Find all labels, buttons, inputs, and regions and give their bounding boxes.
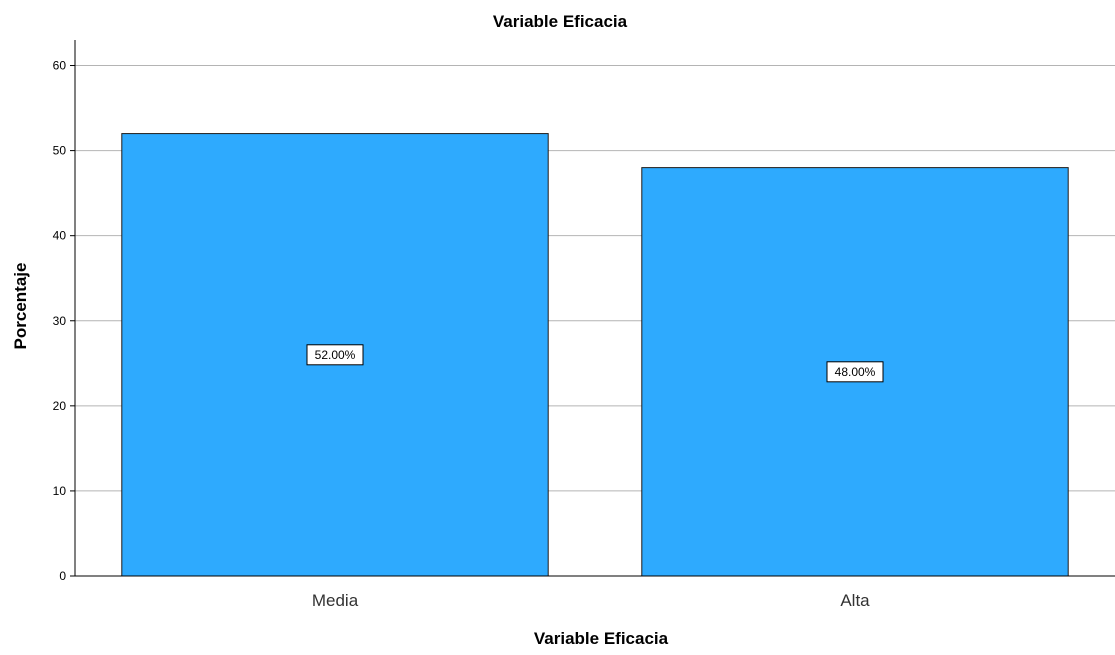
y-tick-label: 0 — [59, 569, 66, 583]
chart-title: Variable Eficacia — [493, 12, 628, 31]
x-tick-label: Alta — [840, 591, 870, 610]
y-tick-label: 30 — [53, 314, 67, 328]
y-tick-label: 50 — [53, 144, 67, 158]
y-axis-title: Porcentaje — [11, 263, 30, 350]
data-label: 52.00% — [307, 345, 363, 365]
y-tick-label: 20 — [53, 399, 67, 413]
y-tick-label: 10 — [53, 484, 67, 498]
data-label-text: 48.00% — [835, 365, 876, 379]
bars — [122, 134, 1068, 576]
y-tick-label: 40 — [53, 229, 67, 243]
data-label: 48.00% — [827, 362, 883, 382]
data-label-text: 52.00% — [315, 348, 356, 362]
y-tick-label: 60 — [53, 59, 67, 73]
x-tick-label: Media — [312, 591, 359, 610]
x-axis-title: Variable Eficacia — [534, 629, 669, 648]
